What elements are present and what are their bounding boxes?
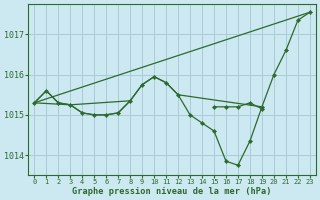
X-axis label: Graphe pression niveau de la mer (hPa): Graphe pression niveau de la mer (hPa) <box>72 187 272 196</box>
